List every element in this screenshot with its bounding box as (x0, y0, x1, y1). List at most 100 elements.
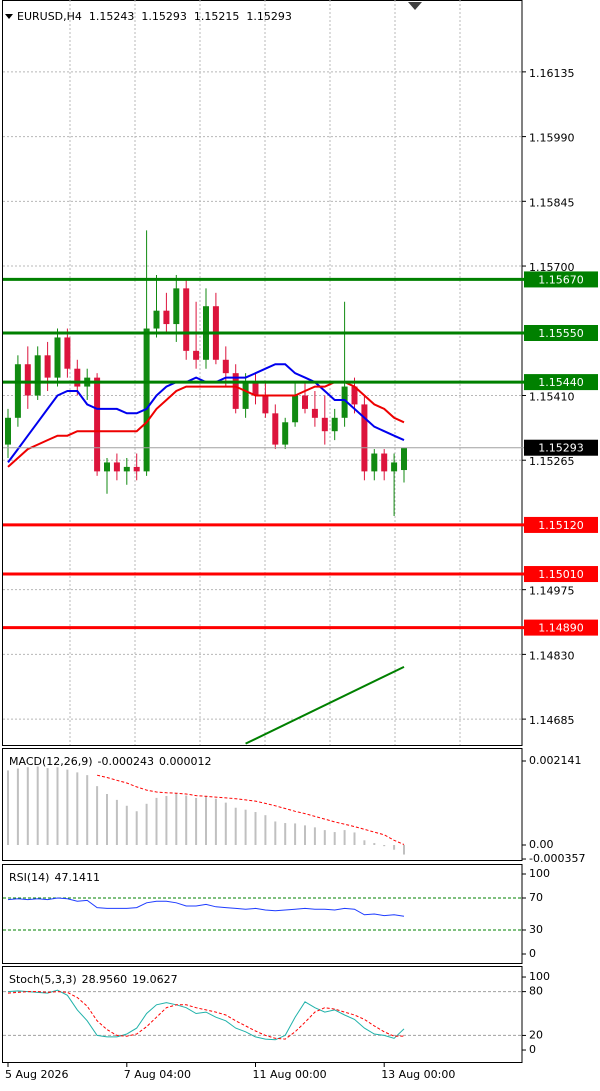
y-tick-label: 1.14830 (529, 649, 575, 662)
candle-body (321, 417, 328, 432)
candle-body (104, 462, 110, 472)
candle-body (222, 359, 229, 374)
x-tick-label: 5 Aug 2026 (5, 1068, 68, 1081)
y-tick-label: 30 (529, 923, 543, 936)
candle-body (381, 453, 388, 472)
indicator-title: Stoch(5,3,3) (9, 973, 77, 986)
chart-header: EURUSD,H4 1.15243 1.15293 1.15215 1.15293 (17, 10, 292, 23)
x-tick-label: 7 Aug 04:00 (124, 1068, 191, 1081)
candle-body (391, 462, 398, 472)
candle-body (311, 408, 318, 418)
candle-body (371, 453, 378, 472)
indicator-value: 28.9560 (82, 973, 128, 986)
level-label-box (524, 516, 598, 533)
header-open: 1.15243 (89, 10, 135, 23)
y-tick-label: 1.14975 (529, 585, 575, 598)
panel-frame (2, 864, 523, 964)
indicator-value: 0.000012 (159, 755, 212, 768)
x-tick-label: 13 Aug 00:00 (381, 1068, 455, 1081)
candle-body (351, 386, 358, 405)
indicator-header: RSI(14) 47.1411 (9, 871, 100, 884)
y-tick-label: 1.15990 (529, 132, 575, 145)
indicator-header: Stoch(5,3,3) 28.9560 19.0627 (9, 973, 178, 986)
level-label-box (524, 271, 598, 288)
level-label: 1.15010 (538, 568, 584, 581)
candle-body (232, 373, 239, 409)
y-tick-label: 1.14685 (529, 714, 575, 727)
panel-frame (2, 748, 523, 861)
candle-body (123, 466, 130, 472)
symbol: EURUSD,H4 (17, 10, 82, 23)
panel-frame (2, 0, 523, 746)
candle-body (54, 337, 61, 378)
level-label-box (524, 566, 598, 583)
candle-body (242, 382, 249, 409)
candle-body (292, 395, 299, 423)
indicator-value: 47.1411 (54, 871, 100, 884)
y-tick-label: 20 (529, 1028, 543, 1041)
y-tick-label: 70 (529, 891, 543, 904)
indicator-header: MACD(12,26,9) -0.000243 0.000012 (9, 755, 212, 768)
candle-body (341, 386, 348, 418)
y-tick-label: 1.15410 (529, 390, 575, 403)
y-tick-label: 0.00 (529, 838, 554, 851)
level-label: 1.15440 (538, 376, 584, 389)
candle-body (133, 466, 140, 472)
candle-body (193, 350, 200, 360)
y-tick-label: 1.16135 (529, 67, 575, 80)
panel-frame (2, 966, 523, 1063)
candle-body (163, 310, 170, 325)
y-tick-label: -0.000357 (529, 852, 585, 865)
candle-body (14, 364, 21, 418)
candle-body (183, 288, 190, 351)
candle-body (173, 288, 180, 325)
candle-body (272, 413, 279, 445)
indicator-line (96, 774, 405, 845)
y-tick-label: 0.002141 (529, 754, 582, 767)
candle-body (34, 355, 41, 396)
y-tick-label: 1.15700 (529, 261, 575, 274)
current-price-label: 1.15293 (538, 442, 584, 455)
candle-body (24, 364, 31, 396)
trend-line (245, 665, 405, 745)
level-label-box (524, 324, 598, 341)
y-tick-label: 1.15845 (529, 196, 575, 209)
candle-body (143, 328, 150, 472)
indicator-plot (7, 766, 405, 855)
indicator-line (7, 989, 405, 1041)
chart-shift-marker (408, 2, 422, 10)
header-high: 1.15293 (141, 10, 187, 23)
candle-body (44, 355, 51, 378)
level-label: 1.15550 (538, 327, 584, 340)
candle-body (64, 337, 71, 369)
candle-body (282, 422, 289, 445)
indicator-title: RSI(14) (9, 871, 49, 884)
indicator-value: 19.0627 (132, 973, 178, 986)
candle-body (153, 310, 160, 329)
candle-body (74, 368, 81, 387)
candle-body (361, 404, 368, 472)
indicator-line (7, 991, 405, 1040)
x-tick-label: 11 Aug 00:00 (253, 1068, 327, 1081)
menu-triangle (5, 14, 13, 19)
y-tick-label: 80 (529, 985, 543, 998)
indicator-plot (3, 989, 522, 1041)
candle-body (5, 417, 11, 445)
y-tick-label: 0 (529, 947, 536, 960)
candle-body (252, 382, 259, 396)
current-price-box (524, 439, 598, 456)
y-tick-label: 0 (529, 1043, 536, 1056)
level-label: 1.14890 (538, 622, 584, 635)
y-tick-label: 1.15265 (529, 455, 575, 468)
level-label-box (524, 374, 598, 391)
header-close: 1.15293 (246, 10, 292, 23)
candle-body (331, 417, 338, 432)
candle-body (401, 447, 407, 471)
level-label-box (524, 619, 598, 636)
indicator-title: MACD(12,26,9) (9, 755, 93, 768)
y-tick-label: 100 (529, 970, 550, 983)
candle-body (94, 377, 101, 472)
level-label: 1.15120 (538, 519, 584, 532)
